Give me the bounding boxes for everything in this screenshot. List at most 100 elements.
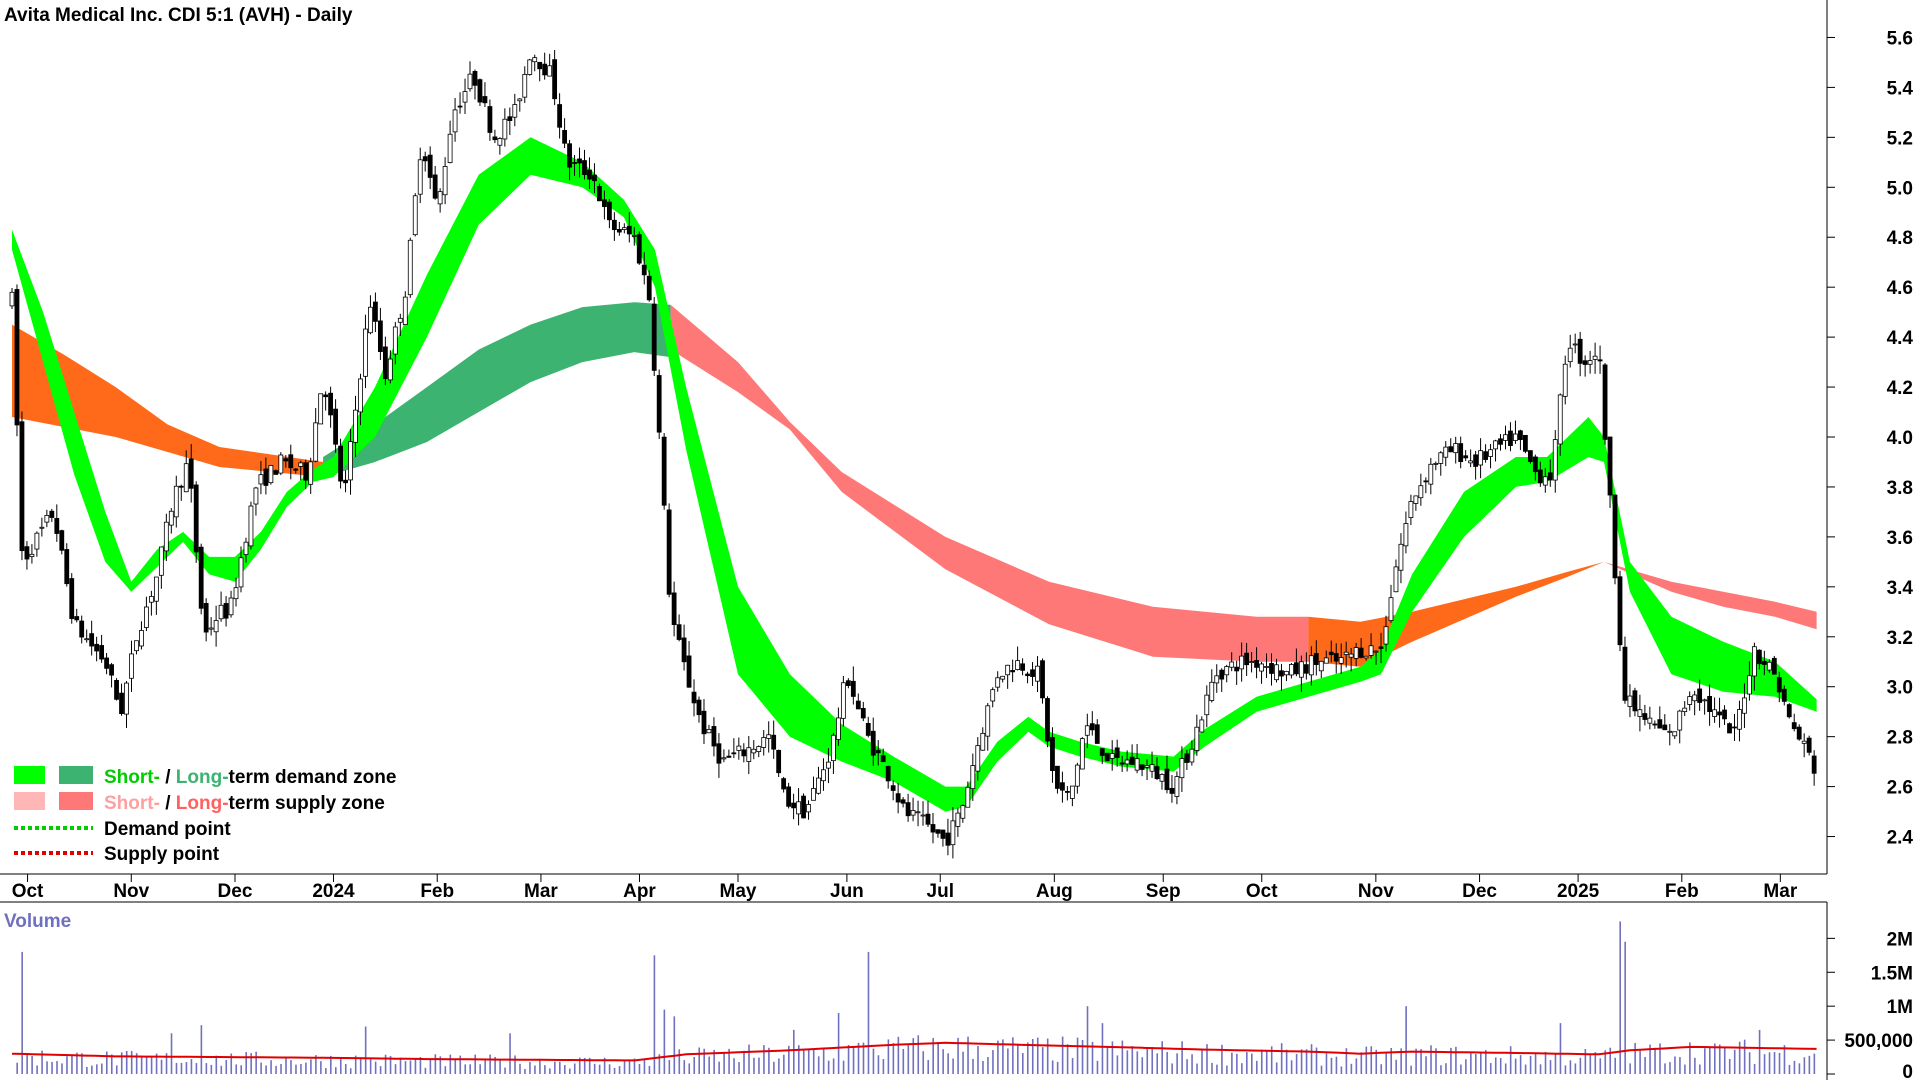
candle-body: [801, 795, 806, 819]
candle-body: [870, 730, 876, 756]
candle-body: [1134, 758, 1140, 771]
legend: Short- / Long-term demand zone Short- / …: [14, 766, 396, 865]
candle-body: [960, 805, 966, 819]
candle-body: [253, 487, 259, 505]
candle-body: [363, 328, 368, 377]
candle-body: [542, 63, 548, 76]
candle-body: [1811, 755, 1817, 774]
candle-body: [1010, 670, 1016, 673]
candle-body: [1219, 669, 1225, 680]
candle-body: [1099, 748, 1105, 756]
legend-demand-zone: Short- / Long-term demand zone: [104, 767, 396, 788]
candle-body: [1129, 756, 1135, 765]
candle-body: [1388, 597, 1394, 621]
price-ticks: 2.4 2.6 2.8 3.0 3.2 3.4 3.6 3.8 4.0 4.2 4.4 4.6 4.8 5…: [1827, 28, 1914, 849]
candle-body: [1254, 660, 1259, 668]
candle-body: [1045, 698, 1050, 742]
zone-band-2: [670, 304, 1309, 662]
candle-body: [656, 375, 662, 433]
volume-tick-label: 0: [1902, 1062, 1913, 1080]
candle-body: [1712, 709, 1717, 717]
candle-body: [183, 463, 189, 493]
price-tick-label: 2.8: [1887, 728, 1913, 749]
price-tick-label: 3.2: [1887, 628, 1913, 649]
candle-body: [1159, 774, 1165, 782]
candle-body: [198, 546, 204, 609]
volume-label: Volume: [4, 911, 71, 932]
time-tick-label: Apr: [623, 881, 656, 902]
candle-body: [1279, 670, 1284, 677]
candle-body: [1766, 661, 1772, 671]
legend-demand-point: Demand point: [104, 819, 231, 840]
candle-body: [233, 587, 239, 600]
candle-body: [109, 664, 114, 676]
candle-body: [99, 645, 105, 660]
candle-body: [1687, 696, 1693, 705]
candle-body: [587, 169, 592, 180]
candle-body: [318, 393, 324, 425]
candle-body: [1089, 723, 1095, 731]
candle-body: [970, 765, 976, 790]
candle-body: [283, 458, 289, 462]
candle-body: [1318, 660, 1324, 672]
candle-body: [1667, 730, 1673, 733]
candle-body: [616, 229, 622, 233]
candle-body: [1199, 719, 1205, 733]
candle-body: [1742, 697, 1747, 714]
candle-body: [1403, 523, 1409, 547]
candle-body: [392, 326, 398, 355]
candle-body: [1363, 655, 1369, 659]
candle-body: [497, 138, 503, 146]
price-tick-label: 4.0: [1887, 428, 1913, 449]
candle-body: [24, 546, 30, 560]
candle-body: [1572, 343, 1578, 346]
candle-body: [1234, 666, 1240, 672]
price-tick-label: 3.6: [1887, 528, 1913, 549]
candle-body: [1791, 722, 1797, 730]
price-tick-label: 2.4: [1887, 828, 1914, 849]
candle-body: [746, 747, 752, 762]
candle-body: [1323, 657, 1329, 664]
candle-body: [313, 422, 319, 462]
candle-body: [1000, 675, 1006, 680]
candle-body: [781, 778, 787, 790]
candle-body: [611, 219, 617, 231]
candle-body: [671, 592, 677, 625]
candle-body: [1522, 434, 1528, 452]
candle-body: [512, 104, 518, 118]
candle-body: [213, 620, 219, 633]
candle-body: [845, 680, 851, 686]
time-ticks: Oct Nov Dec 2024 Feb Mar Apr May Jun Jul Aug Sep Oct…: [12, 874, 1798, 902]
candle-body: [502, 118, 508, 140]
candle-body: [955, 812, 961, 827]
price-tick-label: 5.0: [1887, 178, 1913, 199]
candle-body: [353, 409, 358, 443]
candle-body: [1781, 688, 1787, 702]
candle-body: [1184, 753, 1190, 763]
time-tick-label: Oct: [1246, 881, 1278, 902]
candle-body: [945, 832, 951, 846]
candle-body: [348, 441, 353, 481]
candle-body: [1413, 495, 1419, 504]
candle-body: [572, 162, 577, 164]
candle-body: [726, 755, 732, 758]
candle-body: [472, 71, 478, 86]
candle-body: [59, 530, 65, 551]
candle-body: [44, 515, 50, 523]
time-tick-label: 2024: [312, 881, 355, 902]
candle-body: [9, 291, 15, 307]
candle-body: [1702, 699, 1708, 702]
candle-body: [731, 752, 737, 755]
candle-body: [134, 640, 139, 652]
candle-body: [178, 485, 184, 488]
candle-body: [1269, 663, 1274, 674]
price-tick-label: 5.2: [1887, 128, 1913, 149]
candle-body: [1139, 764, 1145, 770]
candle-body: [925, 813, 931, 825]
candle-body: [1498, 438, 1503, 445]
candle-body: [273, 470, 279, 475]
candle-body: [139, 630, 144, 647]
time-tick-label: Jun: [830, 881, 864, 902]
legend-supply-point: Supply point: [104, 844, 220, 865]
candle-body: [1274, 664, 1279, 681]
